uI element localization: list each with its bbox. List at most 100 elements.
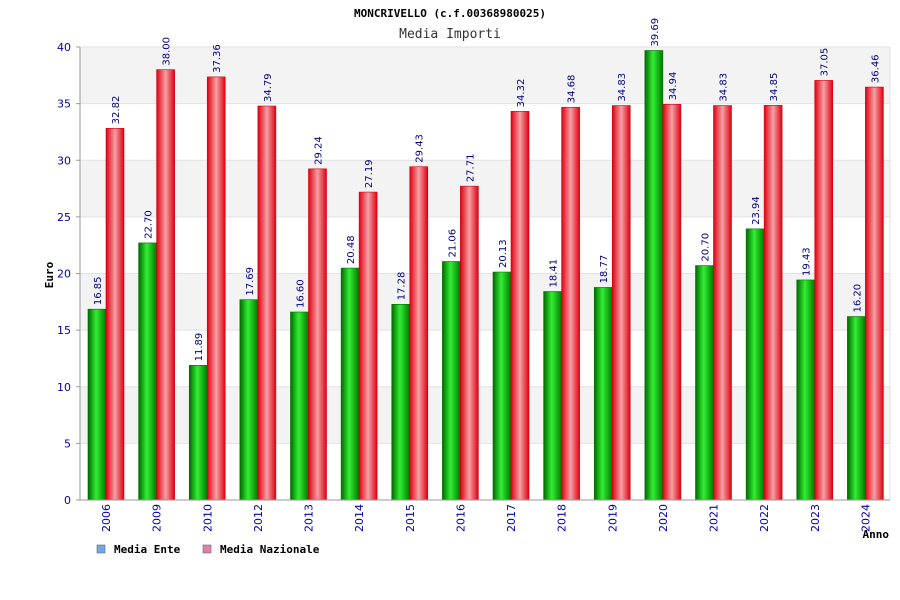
- y-tick-label: 35: [57, 98, 71, 111]
- x-tick-label: 2020: [657, 504, 670, 532]
- x-tick-label: 2022: [758, 504, 771, 532]
- y-axis-label: Euro: [43, 261, 56, 288]
- bar-media-ente: [391, 304, 411, 501]
- bars-group: [87, 50, 884, 501]
- data-label-media-nazionale: 34.83: [617, 73, 628, 102]
- data-label-media-nazionale: 37.05: [820, 48, 831, 77]
- y-tick-label: 0: [64, 494, 71, 507]
- bar-media-nazionale: [460, 185, 479, 501]
- data-label-media-ente: 11.89: [194, 333, 205, 362]
- data-label-media-ente: 17.28: [397, 272, 408, 301]
- bar-media-nazionale: [409, 166, 429, 501]
- bar-media-nazionale: [662, 104, 682, 501]
- bar-media-ente: [492, 271, 512, 501]
- x-tick-label: 2023: [809, 504, 822, 532]
- bar-media-ente: [745, 228, 765, 501]
- bar-media-ente: [442, 261, 461, 501]
- data-label-media-ente: 18.77: [599, 255, 610, 284]
- data-label-media-ente: 17.69: [245, 267, 256, 296]
- x-tick-label: 2010: [201, 504, 214, 532]
- y-tick-label: 5: [64, 437, 71, 450]
- x-tick-label: 2017: [505, 504, 518, 532]
- data-label-media-ente: 16.85: [93, 277, 104, 306]
- bar-media-nazionale: [206, 76, 226, 501]
- data-label-media-nazionale: 27.19: [364, 159, 375, 188]
- bar-media-nazionale: [156, 69, 175, 501]
- bar-media-ente: [644, 50, 664, 501]
- bar-media-nazionale: [713, 105, 732, 501]
- bar-media-ente: [138, 242, 157, 501]
- data-label-media-nazionale: 29.24: [314, 136, 325, 165]
- x-tick-label: 2019: [606, 504, 619, 532]
- bar-media-ente: [290, 311, 309, 501]
- bar-media-ente: [847, 316, 866, 501]
- data-label-media-ente: 22.70: [144, 210, 155, 239]
- x-tick-label: 2014: [353, 504, 366, 532]
- x-tick-label: 2006: [100, 504, 113, 532]
- y-tick-label: 25: [57, 211, 71, 224]
- data-label-media-ente: 20.13: [498, 239, 509, 268]
- bar-media-ente: [543, 291, 562, 501]
- bar-media-nazionale: [814, 80, 834, 501]
- data-label-media-nazionale: 34.83: [719, 73, 730, 102]
- bar-media-ente: [87, 308, 107, 501]
- legend-swatch-nazionale: [202, 544, 212, 554]
- bar-media-nazionale: [865, 86, 884, 501]
- bar-media-ente: [340, 267, 360, 501]
- legend-swatch-ente: [96, 544, 106, 554]
- bar-media-ente: [239, 299, 259, 501]
- data-label-media-nazionale: 34.68: [567, 75, 578, 104]
- data-label-media-ente: 20.70: [701, 233, 712, 262]
- y-tick-label: 40: [57, 41, 71, 54]
- bar-media-ente: [796, 279, 816, 501]
- data-label-media-nazionale: 34.85: [769, 73, 780, 102]
- data-label-media-ente: 16.20: [852, 284, 863, 313]
- chart-title: MONCRIVELLO (c.f.00368980025): [354, 7, 546, 20]
- bar-media-nazionale: [510, 111, 530, 501]
- x-tick-label: 2009: [151, 504, 164, 532]
- data-label-media-ente: 21.06: [447, 229, 458, 258]
- data-label-media-nazionale: 29.43: [415, 134, 426, 163]
- x-tick-label: 2012: [252, 504, 265, 532]
- bar-media-nazionale: [308, 168, 327, 501]
- data-label-media-ente: 20.48: [346, 235, 357, 264]
- chart-subtitle: Media Importi: [399, 27, 501, 42]
- data-label-media-nazionale: 34.94: [668, 72, 679, 101]
- data-label-media-ente: 39.69: [650, 18, 661, 47]
- data-label-media-ente: 19.43: [802, 247, 813, 276]
- data-label-media-nazionale: 38.00: [162, 37, 173, 66]
- data-label-media-nazionale: 36.46: [870, 54, 881, 83]
- y-tick-label: 30: [57, 154, 71, 167]
- data-label-media-nazionale: 34.32: [516, 79, 527, 108]
- x-tick-label: 2015: [404, 504, 417, 532]
- bar-media-nazionale: [561, 106, 580, 501]
- data-label-media-ente: 16.60: [296, 279, 307, 308]
- x-tick-label: 2013: [303, 504, 316, 532]
- data-label-media-nazionale: 32.82: [111, 96, 122, 125]
- data-labels-group: 16.85 32.82 22.70 38.00 11.89 37.36 17.69 34.79…: [93, 18, 881, 361]
- x-tick-label: 2016: [454, 504, 467, 532]
- bar-media-nazionale: [611, 105, 631, 501]
- bar-media-ente: [695, 265, 714, 501]
- y-axis-ticks: 0 5 10 15 20 25 30 35 40: [57, 41, 80, 507]
- data-label-media-nazionale: 27.71: [465, 154, 476, 183]
- x-axis-label: Anno: [863, 528, 890, 541]
- x-tick-label: 2018: [556, 504, 569, 532]
- bar-media-nazionale: [763, 105, 783, 501]
- bar-media-nazionale: [105, 128, 125, 501]
- bar-media-nazionale: [358, 191, 378, 501]
- x-axis-ticks: 2006 2009 2010 2012 2013 2014 2015 2016 2017 2018…: [100, 504, 872, 532]
- y-tick-label: 20: [57, 268, 71, 281]
- data-label-media-ente: 18.41: [549, 259, 560, 288]
- data-label-media-nazionale: 34.79: [263, 73, 274, 102]
- x-tick-label: 2021: [708, 504, 721, 532]
- legend: Media Ente Media Nazionale: [96, 543, 320, 556]
- y-tick-label: 15: [57, 324, 71, 337]
- legend-label-ente: Media Ente: [114, 543, 181, 556]
- bar-media-ente: [188, 365, 208, 501]
- data-label-media-nazionale: 37.36: [212, 44, 223, 73]
- x-tick-label: 2024: [859, 504, 872, 532]
- y-tick-label: 10: [57, 381, 71, 394]
- legend-label-nazionale: Media Nazionale: [220, 543, 320, 556]
